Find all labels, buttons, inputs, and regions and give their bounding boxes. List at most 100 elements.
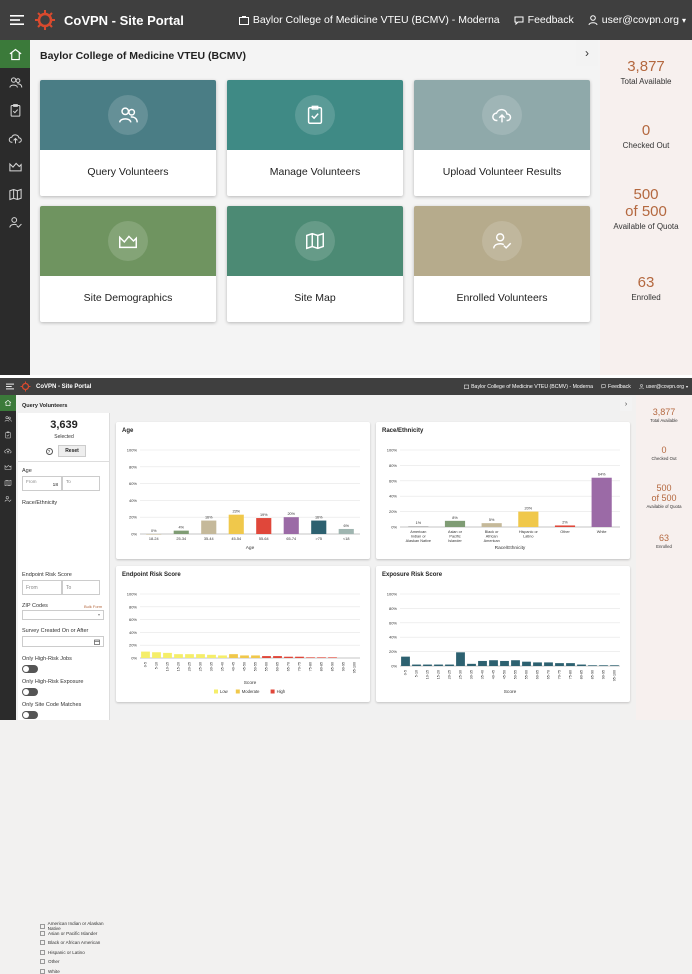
- site-selector[interactable]: Baylor College of Medicine VTEU (BCMV) -…: [464, 384, 593, 390]
- sidebar-item-user-check[interactable]: [0, 208, 30, 236]
- tile-enrolled-volunteers[interactable]: Enrolled Volunteers: [414, 206, 590, 322]
- app-title[interactable]: CoVPN - Site Portal: [36, 383, 92, 390]
- bulk-form-link[interactable]: Bulk Form: [84, 604, 103, 609]
- x-tick-label: American: [410, 530, 426, 534]
- user-check-icon: [4, 495, 12, 503]
- bar: [445, 664, 454, 666]
- x-tick-label: 65-74: [286, 537, 296, 541]
- reset-button[interactable]: Reset: [58, 445, 86, 457]
- site-code-toggle[interactable]: [22, 711, 38, 719]
- bar: [173, 530, 189, 534]
- user-check-icon: [8, 215, 23, 230]
- collapse-button[interactable]: ›: [576, 40, 598, 66]
- x-tick-label: Latino: [523, 535, 533, 539]
- x-tick-label: 95-100: [353, 662, 357, 673]
- tile-upload-volunteer-results[interactable]: Upload Volunteer Results: [414, 80, 590, 196]
- help-button[interactable]: ?: [42, 446, 56, 456]
- bar-low: [163, 652, 172, 658]
- tile-site-demographics[interactable]: Site Demographics: [40, 206, 216, 322]
- x-tick-label: 35-40: [221, 662, 225, 671]
- bar: [401, 656, 410, 666]
- checkbox-icon: [40, 959, 45, 964]
- feedback-link[interactable]: Feedback: [514, 14, 574, 26]
- high-risk-exposure-toggle[interactable]: [22, 688, 38, 696]
- age-to-input[interactable]: To: [62, 476, 100, 491]
- filter-panel: 3,639 Selected ? Reset Age From 18 To Ra…: [18, 413, 110, 974]
- x-tick-label: 20-25: [188, 662, 192, 671]
- x-tick-label: 40-45: [492, 670, 496, 679]
- collapse-button[interactable]: ›: [620, 397, 632, 411]
- user-menu[interactable]: user@covpn.org ▾: [588, 14, 686, 26]
- app-title[interactable]: CoVPN - Site Portal: [64, 12, 184, 28]
- x-tick-label: Pacific: [449, 535, 460, 539]
- data-label: 19%: [260, 513, 268, 517]
- tile-site-map[interactable]: Site Map: [227, 206, 403, 322]
- tile-manage-volunteers[interactable]: Manage Volunteers: [227, 80, 403, 196]
- site-selector[interactable]: Baylor College of Medicine VTEU (BCMV) -…: [238, 14, 500, 26]
- cloud-upload-icon: [482, 95, 522, 135]
- data-label: 4%: [179, 526, 185, 530]
- high-risk-jobs-toggle[interactable]: [22, 665, 38, 673]
- sidebar-item-clipboard[interactable]: [0, 427, 16, 443]
- sidebar-item-user-check[interactable]: [0, 491, 16, 507]
- x-tick-label: 5-10: [415, 670, 419, 677]
- site-code-label: Only Site Code Matches: [22, 702, 82, 708]
- sidebar-item-chart[interactable]: [0, 152, 30, 180]
- feedback-link[interactable]: Feedback: [601, 384, 631, 390]
- menu-icon[interactable]: [0, 378, 20, 395]
- bar-high: [306, 657, 315, 658]
- tile-query-volunteers[interactable]: Query Volunteers: [40, 80, 216, 196]
- x-tick-label: 55-60: [525, 670, 529, 679]
- bar-high: [317, 657, 326, 658]
- race-option-label: White: [48, 968, 60, 974]
- legend-label: Moderate: [242, 689, 260, 694]
- survey-date-input[interactable]: [22, 636, 104, 647]
- chevron-down-icon: ▾: [681, 15, 686, 25]
- stat-value-secondary: of 500: [625, 203, 667, 220]
- data-label: 2%: [562, 520, 568, 524]
- bar-low: [196, 654, 205, 658]
- filter-divider: [18, 461, 110, 462]
- x-tick-label: 20-25: [448, 670, 452, 679]
- sidebar-item-volunteers[interactable]: [0, 411, 16, 427]
- x-tick-label: 45-50: [503, 670, 507, 679]
- endpoint-chart-title: Endpoint Risk Score: [122, 572, 181, 578]
- comment-icon: [601, 384, 606, 389]
- menu-icon[interactable]: [0, 0, 34, 40]
- zip-select[interactable]: ▾: [22, 610, 104, 620]
- endpoint-to-input[interactable]: To: [62, 580, 100, 595]
- data-label: 23%: [232, 510, 240, 514]
- x-tick-label: 60-65: [276, 662, 280, 671]
- race-option[interactable]: White: [40, 968, 60, 974]
- stat-value: 63: [658, 533, 669, 543]
- x-tick-label: 0-5: [404, 670, 408, 675]
- race-option[interactable]: Black or African American: [40, 940, 100, 945]
- sidebar-item-map[interactable]: [0, 475, 16, 491]
- sidebar-item-map[interactable]: [0, 180, 30, 208]
- age-from-input[interactable]: From 18: [22, 476, 62, 491]
- race-option[interactable]: American Indian or Alaskan Native: [40, 921, 109, 931]
- x-tick-label: Black or: [485, 530, 499, 534]
- sidebar-item-home[interactable]: [0, 40, 30, 68]
- endpoint-from-input[interactable]: From: [22, 580, 62, 595]
- sidebar-item-clipboard[interactable]: [0, 96, 30, 124]
- logo-icon: [20, 381, 31, 392]
- x-tick-label: 30-35: [470, 670, 474, 679]
- user-menu[interactable]: user@covpn.org ▾: [639, 384, 688, 390]
- tile-label: Enrolled Volunteers: [456, 292, 548, 304]
- sidebar-item-chart[interactable]: [0, 459, 16, 475]
- x-tick-label: Other: [560, 530, 570, 534]
- sidebar-item-cloud-upload[interactable]: [0, 443, 16, 459]
- x-tick-label: African: [486, 535, 498, 539]
- sidebar-item-cloud-upload[interactable]: [0, 124, 30, 152]
- bottom-header: CoVPN - Site Portal Baylor College of Me…: [0, 378, 692, 395]
- race-option[interactable]: Other: [40, 959, 60, 964]
- stat-caption: Enrolled: [631, 293, 661, 303]
- race-option[interactable]: Asian or Pacific Islander: [40, 930, 97, 936]
- y-tick-label: 60%: [129, 481, 137, 486]
- race-option[interactable]: Hispanic or Latino: [40, 949, 85, 955]
- y-tick-label: 100%: [387, 592, 398, 597]
- sidebar-item-volunteers[interactable]: [0, 68, 30, 96]
- sidebar-item-home[interactable]: [0, 395, 16, 411]
